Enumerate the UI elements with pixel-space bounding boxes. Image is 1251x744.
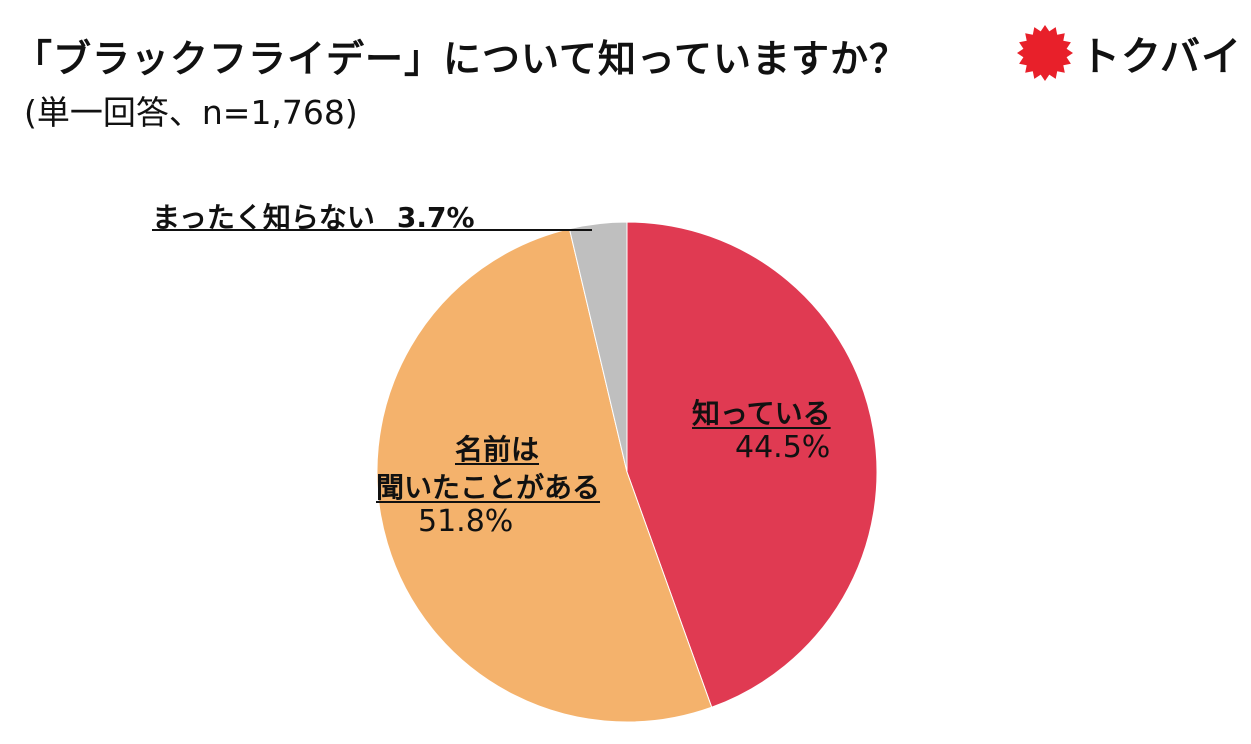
logo-burst-icon xyxy=(1017,25,1073,81)
slice-heard xyxy=(376,228,713,723)
slice-know xyxy=(626,221,878,708)
slice-value-heard: 51.8% xyxy=(418,504,514,539)
slice-value-know: 44.5% xyxy=(735,430,831,465)
slice-label-unknown: まったく知らない xyxy=(152,201,375,234)
slice-label-heard-line2: 聞いたことがある xyxy=(376,471,601,504)
chart-title: 「ブラックフライデー」について知っていますか？ xyxy=(14,37,908,81)
slice-label-know: 知っている xyxy=(692,397,831,430)
slice-value-unknown: 3.7% xyxy=(396,201,475,234)
logo-text: トクバイ xyxy=(1080,34,1242,80)
brand-logo: トクバイ xyxy=(1016,24,1242,82)
slice-unknown xyxy=(568,221,628,473)
chart-subtitle: (単一回答、n=1,768) xyxy=(24,93,358,132)
slice-annotation-unknown: まったく知らない 3.7% xyxy=(152,196,475,236)
slice-label-heard-line1: 名前は xyxy=(455,433,540,466)
